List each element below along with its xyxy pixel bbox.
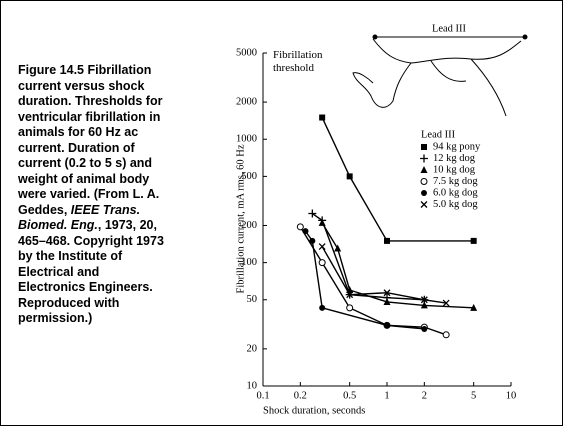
y-tick-label: 20	[247, 343, 258, 354]
y-tick-label: 10	[247, 380, 258, 391]
y-tick-label: 100	[241, 257, 257, 268]
marker	[442, 299, 450, 307]
marker	[470, 303, 478, 311]
marker	[384, 322, 390, 329]
legend-marker	[420, 201, 428, 208]
legend-label: 12 kg dog	[433, 153, 476, 164]
y-tick-label: 200	[241, 220, 257, 231]
y-tick-label: 2000	[236, 97, 257, 108]
y-tick-label: 50	[247, 294, 258, 305]
marker	[318, 243, 326, 250]
marker	[420, 296, 428, 304]
marker	[296, 223, 304, 231]
marker	[318, 218, 326, 226]
y-tick-label: 500	[241, 171, 257, 182]
legend-marker	[421, 144, 427, 150]
legend-marker	[420, 154, 428, 163]
caption-journal: IEEE Trans. Biomed. Eng.	[18, 202, 141, 233]
y-tick-label: 1000	[236, 134, 257, 145]
marker	[346, 291, 354, 299]
marker	[442, 331, 450, 339]
marker	[318, 259, 326, 267]
x-tick-label: 2	[422, 390, 427, 401]
legend-label: 6.0 kg dog	[433, 187, 478, 198]
x-tick-label: 5	[471, 390, 476, 401]
lead-electrode	[372, 34, 378, 40]
legend-label: 5.0 kg dog	[433, 199, 478, 210]
legend-marker	[421, 190, 427, 196]
marker	[383, 289, 391, 297]
x-tick-label: 0.2	[294, 390, 307, 401]
x-tick-label: 1	[384, 390, 389, 401]
x-tick-label: 10	[506, 390, 517, 401]
marker	[470, 237, 477, 244]
annotation: Fibrillation threshold	[273, 49, 323, 74]
marker	[346, 304, 354, 312]
series-line	[321, 222, 474, 309]
caption: Figure 14.5 Fibrillation current versus …	[18, 63, 168, 327]
x-tick-label: 0.5	[343, 390, 356, 401]
figure-label: Lead III	[432, 23, 467, 34]
x-axis-label: Shock duration, seconds	[263, 405, 365, 416]
legend-title: Lead III	[421, 129, 456, 140]
legend-marker	[420, 178, 428, 185]
legend-label: 10 kg dog	[433, 164, 476, 175]
y-axis-label: Fibrillation current, mA rms, 60 Hz	[235, 144, 246, 293]
marker	[384, 237, 390, 244]
y-tick-label: 5000	[236, 47, 257, 58]
legend-marker	[420, 166, 428, 173]
marker	[346, 173, 353, 180]
series-line	[299, 226, 447, 336]
series-line	[311, 212, 425, 301]
marker	[334, 244, 342, 252]
marker	[302, 228, 309, 235]
series-line	[321, 246, 447, 304]
marker	[319, 114, 326, 121]
x-tick-label: 0.1	[256, 390, 269, 401]
marker	[319, 304, 326, 311]
dog-figure	[352, 38, 522, 117]
marker	[308, 209, 317, 218]
marker	[420, 301, 428, 309]
marker	[383, 297, 391, 305]
legend-label: 7.5 kg dog	[433, 176, 478, 187]
caption-text: Figure 14.5 Fibrillation current versus …	[18, 63, 163, 217]
marker	[309, 237, 316, 244]
caption-text: , 1973, 20, 465–468. Copyright 1973 by t…	[18, 218, 164, 325]
marker	[421, 325, 428, 332]
lead-electrode	[522, 34, 528, 40]
legend-label: 94 kg pony	[433, 141, 481, 152]
series-line	[321, 117, 474, 242]
